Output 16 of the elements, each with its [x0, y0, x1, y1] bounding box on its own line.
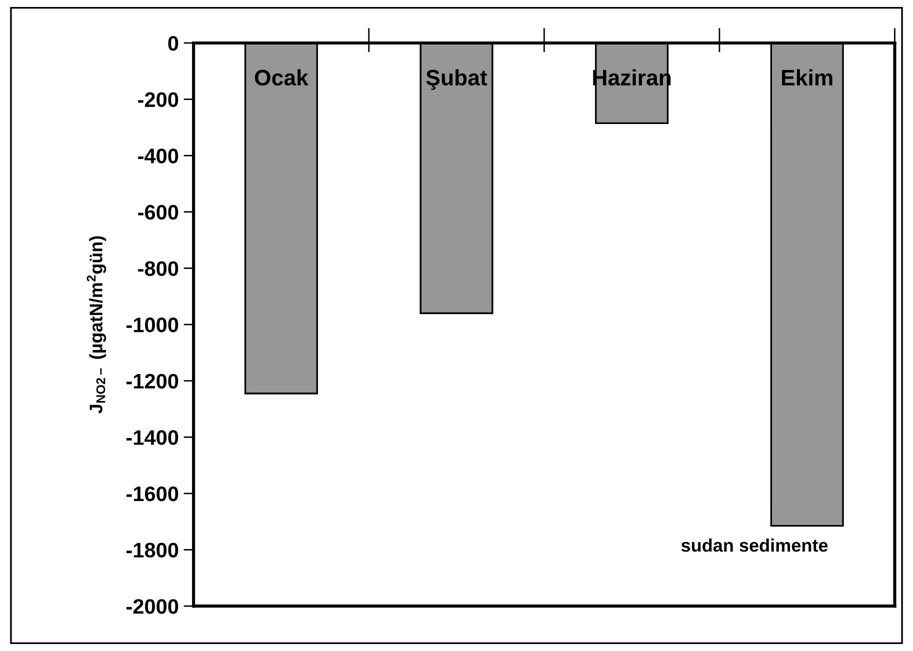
y-tick-label: -800	[138, 261, 178, 276]
x-tick-label: Ekim	[782, 69, 832, 86]
y-tick-label: -600	[138, 204, 178, 220]
y-tick-label: -1600	[126, 486, 178, 502]
x-tick-label: Şubat	[426, 69, 488, 90]
y-tick-label: -1200	[126, 374, 178, 389]
y-tick-label: 0	[168, 36, 178, 51]
y-tick-label: -400	[138, 148, 178, 164]
y-tick-label: -1000	[126, 318, 178, 332]
y-tick-label: -2000	[126, 599, 178, 614]
y-tick-label: -1800	[126, 542, 178, 558]
annotation: sudan sedimente	[681, 538, 828, 552]
y-axis-title: J$_{NO2−}$ (µgatN/m$^{2}$gün)	[86, 236, 106, 414]
y-tick-label: -1400	[126, 430, 178, 445]
y-tick-label: -200	[138, 92, 178, 108]
x-tick-label: Ocak	[254, 69, 308, 86]
